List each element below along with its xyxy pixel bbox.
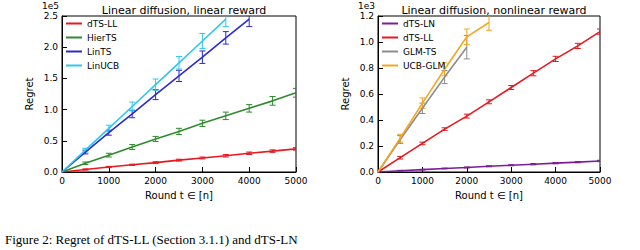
svg-text:4000: 4000	[238, 176, 261, 186]
svg-text:HierTS: HierTS	[87, 33, 117, 43]
svg-text:1.2: 1.2	[360, 11, 374, 21]
svg-text:1e3: 1e3	[358, 1, 375, 11]
svg-text:Linear diffusion, linear rewar: Linear diffusion, linear reward	[102, 4, 266, 17]
svg-text:Regret: Regret	[24, 77, 35, 110]
svg-text:Regret: Regret	[340, 77, 351, 110]
svg-text:2000: 2000	[455, 176, 478, 186]
svg-text:5000: 5000	[589, 176, 612, 186]
svg-text:dTS-LN: dTS-LN	[403, 19, 435, 29]
svg-text:2000: 2000	[144, 176, 167, 186]
svg-text:4000: 4000	[544, 176, 567, 186]
svg-text:GLM-TS: GLM-TS	[403, 47, 437, 57]
svg-text:0: 0	[59, 176, 65, 186]
svg-text:0.5: 0.5	[44, 136, 58, 146]
svg-text:5000: 5000	[285, 176, 308, 186]
svg-text:2.0: 2.0	[44, 42, 59, 52]
svg-text:2.5: 2.5	[44, 11, 58, 21]
svg-text:Linear diffusion, nonlinear re: Linear diffusion, nonlinear reward	[401, 4, 586, 17]
svg-text:0.0: 0.0	[44, 167, 59, 177]
svg-text:1000: 1000	[97, 176, 120, 186]
svg-text:0.4: 0.4	[360, 115, 375, 125]
svg-text:3000: 3000	[191, 176, 214, 186]
svg-text:1.5: 1.5	[44, 73, 58, 83]
svg-text:Round t ∈ [n]: Round t ∈ [n]	[145, 190, 213, 201]
svg-text:UCB-GLM: UCB-GLM	[403, 61, 445, 71]
svg-text:dTS-LL: dTS-LL	[403, 33, 433, 43]
svg-text:1.0: 1.0	[44, 105, 59, 115]
svg-text:0.0: 0.0	[360, 167, 375, 177]
svg-text:0.8: 0.8	[360, 63, 375, 73]
svg-text:0: 0	[375, 176, 381, 186]
svg-text:3000: 3000	[500, 176, 523, 186]
svg-text:0.6: 0.6	[360, 89, 375, 99]
svg-text:Round t ∈ [n]: Round t ∈ [n]	[455, 190, 523, 201]
svg-text:LinTS: LinTS	[87, 47, 112, 57]
svg-text:0.2: 0.2	[360, 141, 374, 151]
svg-text:1.0: 1.0	[360, 37, 375, 47]
svg-text:dTS-LL: dTS-LL	[87, 19, 117, 29]
svg-text:LinUCB: LinUCB	[87, 61, 119, 71]
svg-text:1000: 1000	[411, 176, 434, 186]
svg-text:1e5: 1e5	[42, 1, 59, 11]
svg-text:Figure 2: Regret of dTS-LL (Se: Figure 2: Regret of dTS-LL (Section 3.1.…	[5, 232, 298, 247]
